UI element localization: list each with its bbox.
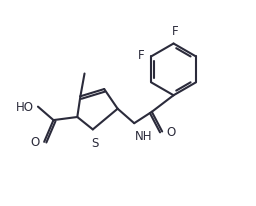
Text: F: F bbox=[172, 25, 179, 38]
Text: F: F bbox=[138, 49, 145, 62]
Text: NH: NH bbox=[135, 129, 153, 142]
Text: S: S bbox=[91, 136, 99, 149]
Text: O: O bbox=[30, 136, 40, 149]
Text: O: O bbox=[167, 125, 176, 138]
Text: HO: HO bbox=[16, 101, 34, 114]
